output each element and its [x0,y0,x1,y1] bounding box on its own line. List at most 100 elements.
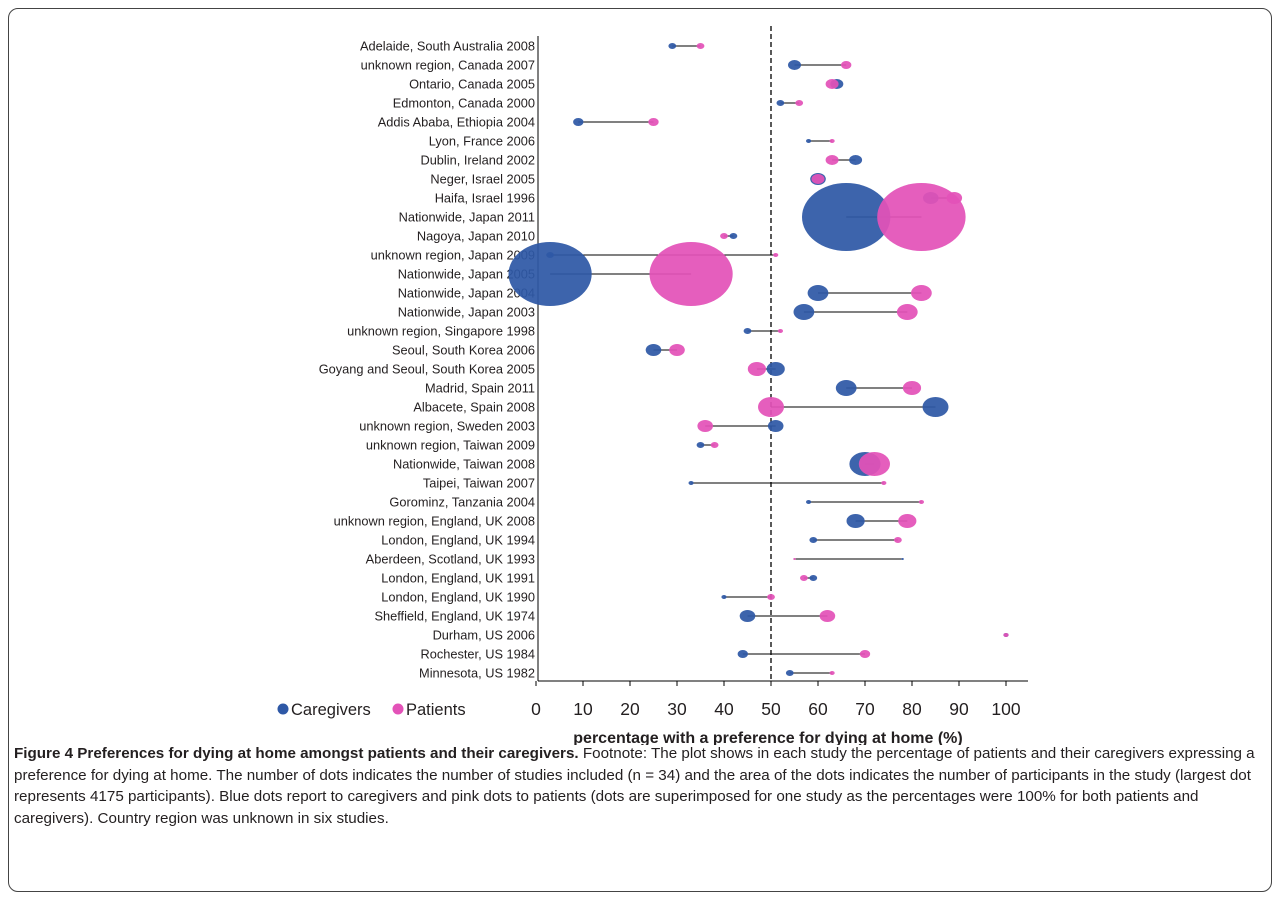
x-tick-label: 10 [573,699,593,719]
study-label: London, England, UK 1994 [381,533,535,548]
figure-caption: Figure 4 Preferences for dying at home a… [14,743,1264,829]
study-row: Madrid, Spain 2011 [425,381,912,396]
study-label: Sheffield, England, UK 1974 [374,609,535,624]
caregivers-dot [809,575,818,581]
patients-dot [911,285,932,301]
patients-dot [696,43,705,49]
figure-frame [8,8,1272,892]
study-label: Taipei, Taiwan 2007 [423,476,535,491]
caregivers-dot [573,118,584,126]
study-row: Lyon, France 2006 [429,134,833,149]
caregivers-dot [739,610,756,622]
study-label: Nationwide, Taiwan 2008 [393,457,535,472]
patients-dot [811,174,825,184]
legend-item: Patients [392,701,466,719]
study-row: Seoul, South Korea 2006 [392,343,677,358]
caregivers-dot [668,43,677,49]
study-label: Rochester, US 1984 [420,647,535,662]
caregivers-dot [806,500,812,504]
study-label: Goyang and Seoul, South Korea 2005 [319,362,535,377]
x-tick-label: 50 [761,699,781,719]
legend-patients-swatch [392,703,404,715]
patients-dot [1003,633,1009,637]
study-label: Neger, Israel 2005 [430,172,535,187]
caregivers-dot [688,481,694,485]
study-label: Aberdeen, Scotland, UK 1993 [366,552,535,567]
caregivers-dot [766,362,785,376]
study-label: Gorominz, Tanzania 2004 [389,495,535,510]
caregivers-dot [835,380,857,396]
study-label: Edmonton, Canada 2000 [393,96,535,111]
study-row: Gorominz, Tanzania 2004 [389,495,922,510]
patients-dot [819,610,836,622]
legend-caregivers-swatch [277,703,289,715]
dumbbell-chart: 0 10 20 30 40 50 60 70 80 90 100 percentage with a … [277,26,1028,745]
patients-dot [859,650,871,658]
study-label: Albacete, Spain 2008 [413,400,535,415]
x-tick-label: 20 [620,699,640,719]
x-tick-label: 80 [902,699,922,719]
caption-title: Figure 4 Preferences for dying at home a… [14,745,579,762]
caregivers-dot [806,139,812,143]
study-label: unknown region, Sweden 2003 [359,419,535,434]
patients-dot [825,79,839,89]
patients-dot [896,304,918,320]
study-label: Nationwide, Japan 2005 [398,267,535,282]
patients-dot [697,420,713,432]
caption-body: Footnote: The plot shows in each study t… [14,745,1255,827]
study-label: Nagoya, Japan 2010 [417,229,535,244]
caregivers-dot [802,183,891,251]
study-row: Aberdeen, Scotland, UK 1993 [366,552,903,567]
patients-dot [841,61,852,69]
patients-dot [793,558,796,560]
study-label: Minnesota, US 1982 [419,666,535,681]
study-label: Ontario, Canada 2005 [409,77,535,92]
study-label: Durham, US 2006 [433,628,535,643]
patients-dot [758,397,784,417]
study-row: Albacete, Spain 2008 [413,400,936,415]
x-tick-label: 60 [808,699,828,719]
patients-dot [649,242,733,306]
study-row: Taipei, Taiwan 2007 [423,476,884,491]
study-label: unknown region, Singapore 1998 [347,324,535,339]
patients-dot [894,537,902,543]
study-row: Nationwide, Taiwan 2008 [393,457,875,472]
patients-dot [918,500,925,504]
study-row: Nagoya, Japan 2010 [417,229,734,244]
axis-layer: 0 10 20 30 40 50 60 70 80 90 100 percentage with a … [531,26,1028,745]
x-tick-label: 0 [531,699,541,719]
caregivers-dot [776,100,785,106]
study-label: Dublin, Ireland 2002 [420,153,535,168]
legend-label: Caregivers [291,701,371,719]
study-row: London, England, UK 1994 [381,533,898,548]
caregivers-dot [785,670,794,676]
patients-dot [881,481,887,485]
caregivers-dot [922,397,949,417]
study-row: unknown region, Singapore 1998 [347,324,781,339]
patients-dot [773,253,779,257]
caregivers-dot [846,514,865,528]
x-axis-label: percentage with a preference for dying a… [573,730,962,745]
patients-dot [777,329,784,333]
study-label: Addis Ababa, Ethiopia 2004 [378,115,535,130]
study-row: Addis Ababa, Ethiopia 2004 [378,115,654,130]
study-row: unknown region, Sweden 2003 [359,419,776,434]
study-row: London, England, UK 1990 [381,590,771,605]
study-label: Seoul, South Korea 2006 [392,343,535,358]
caregivers-dot [807,285,829,301]
patients-dot [710,442,719,448]
patients-dot [877,183,966,251]
patients-dot [829,671,835,675]
caregivers-dot [737,650,748,658]
caregivers-dot [793,304,815,320]
x-tick-label: 90 [949,699,969,719]
x-tick-label: 40 [714,699,734,719]
study-row: Ontario, Canada 2005 [409,77,837,92]
legend: Caregivers Patients [277,701,466,719]
study-row: Nationwide, Japan 2003 [398,305,908,320]
study-row: Dublin, Ireland 2002 [420,153,856,168]
x-tick-label: 70 [855,699,875,719]
legend-label: Patients [406,701,466,719]
legend-item: Caregivers [277,701,371,719]
study-row: Edmonton, Canada 2000 [393,96,800,111]
